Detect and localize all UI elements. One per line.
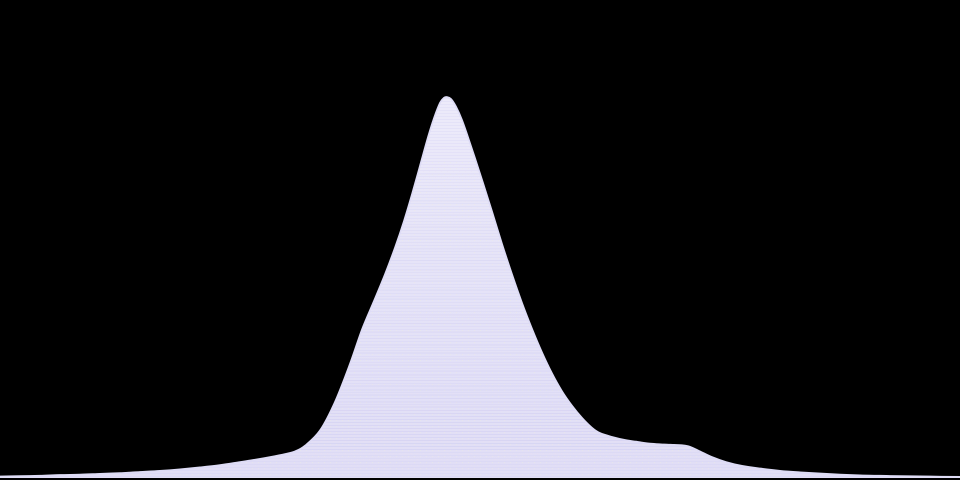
density-plot-figure [0, 0, 960, 480]
density-plot-canvas [0, 0, 960, 480]
